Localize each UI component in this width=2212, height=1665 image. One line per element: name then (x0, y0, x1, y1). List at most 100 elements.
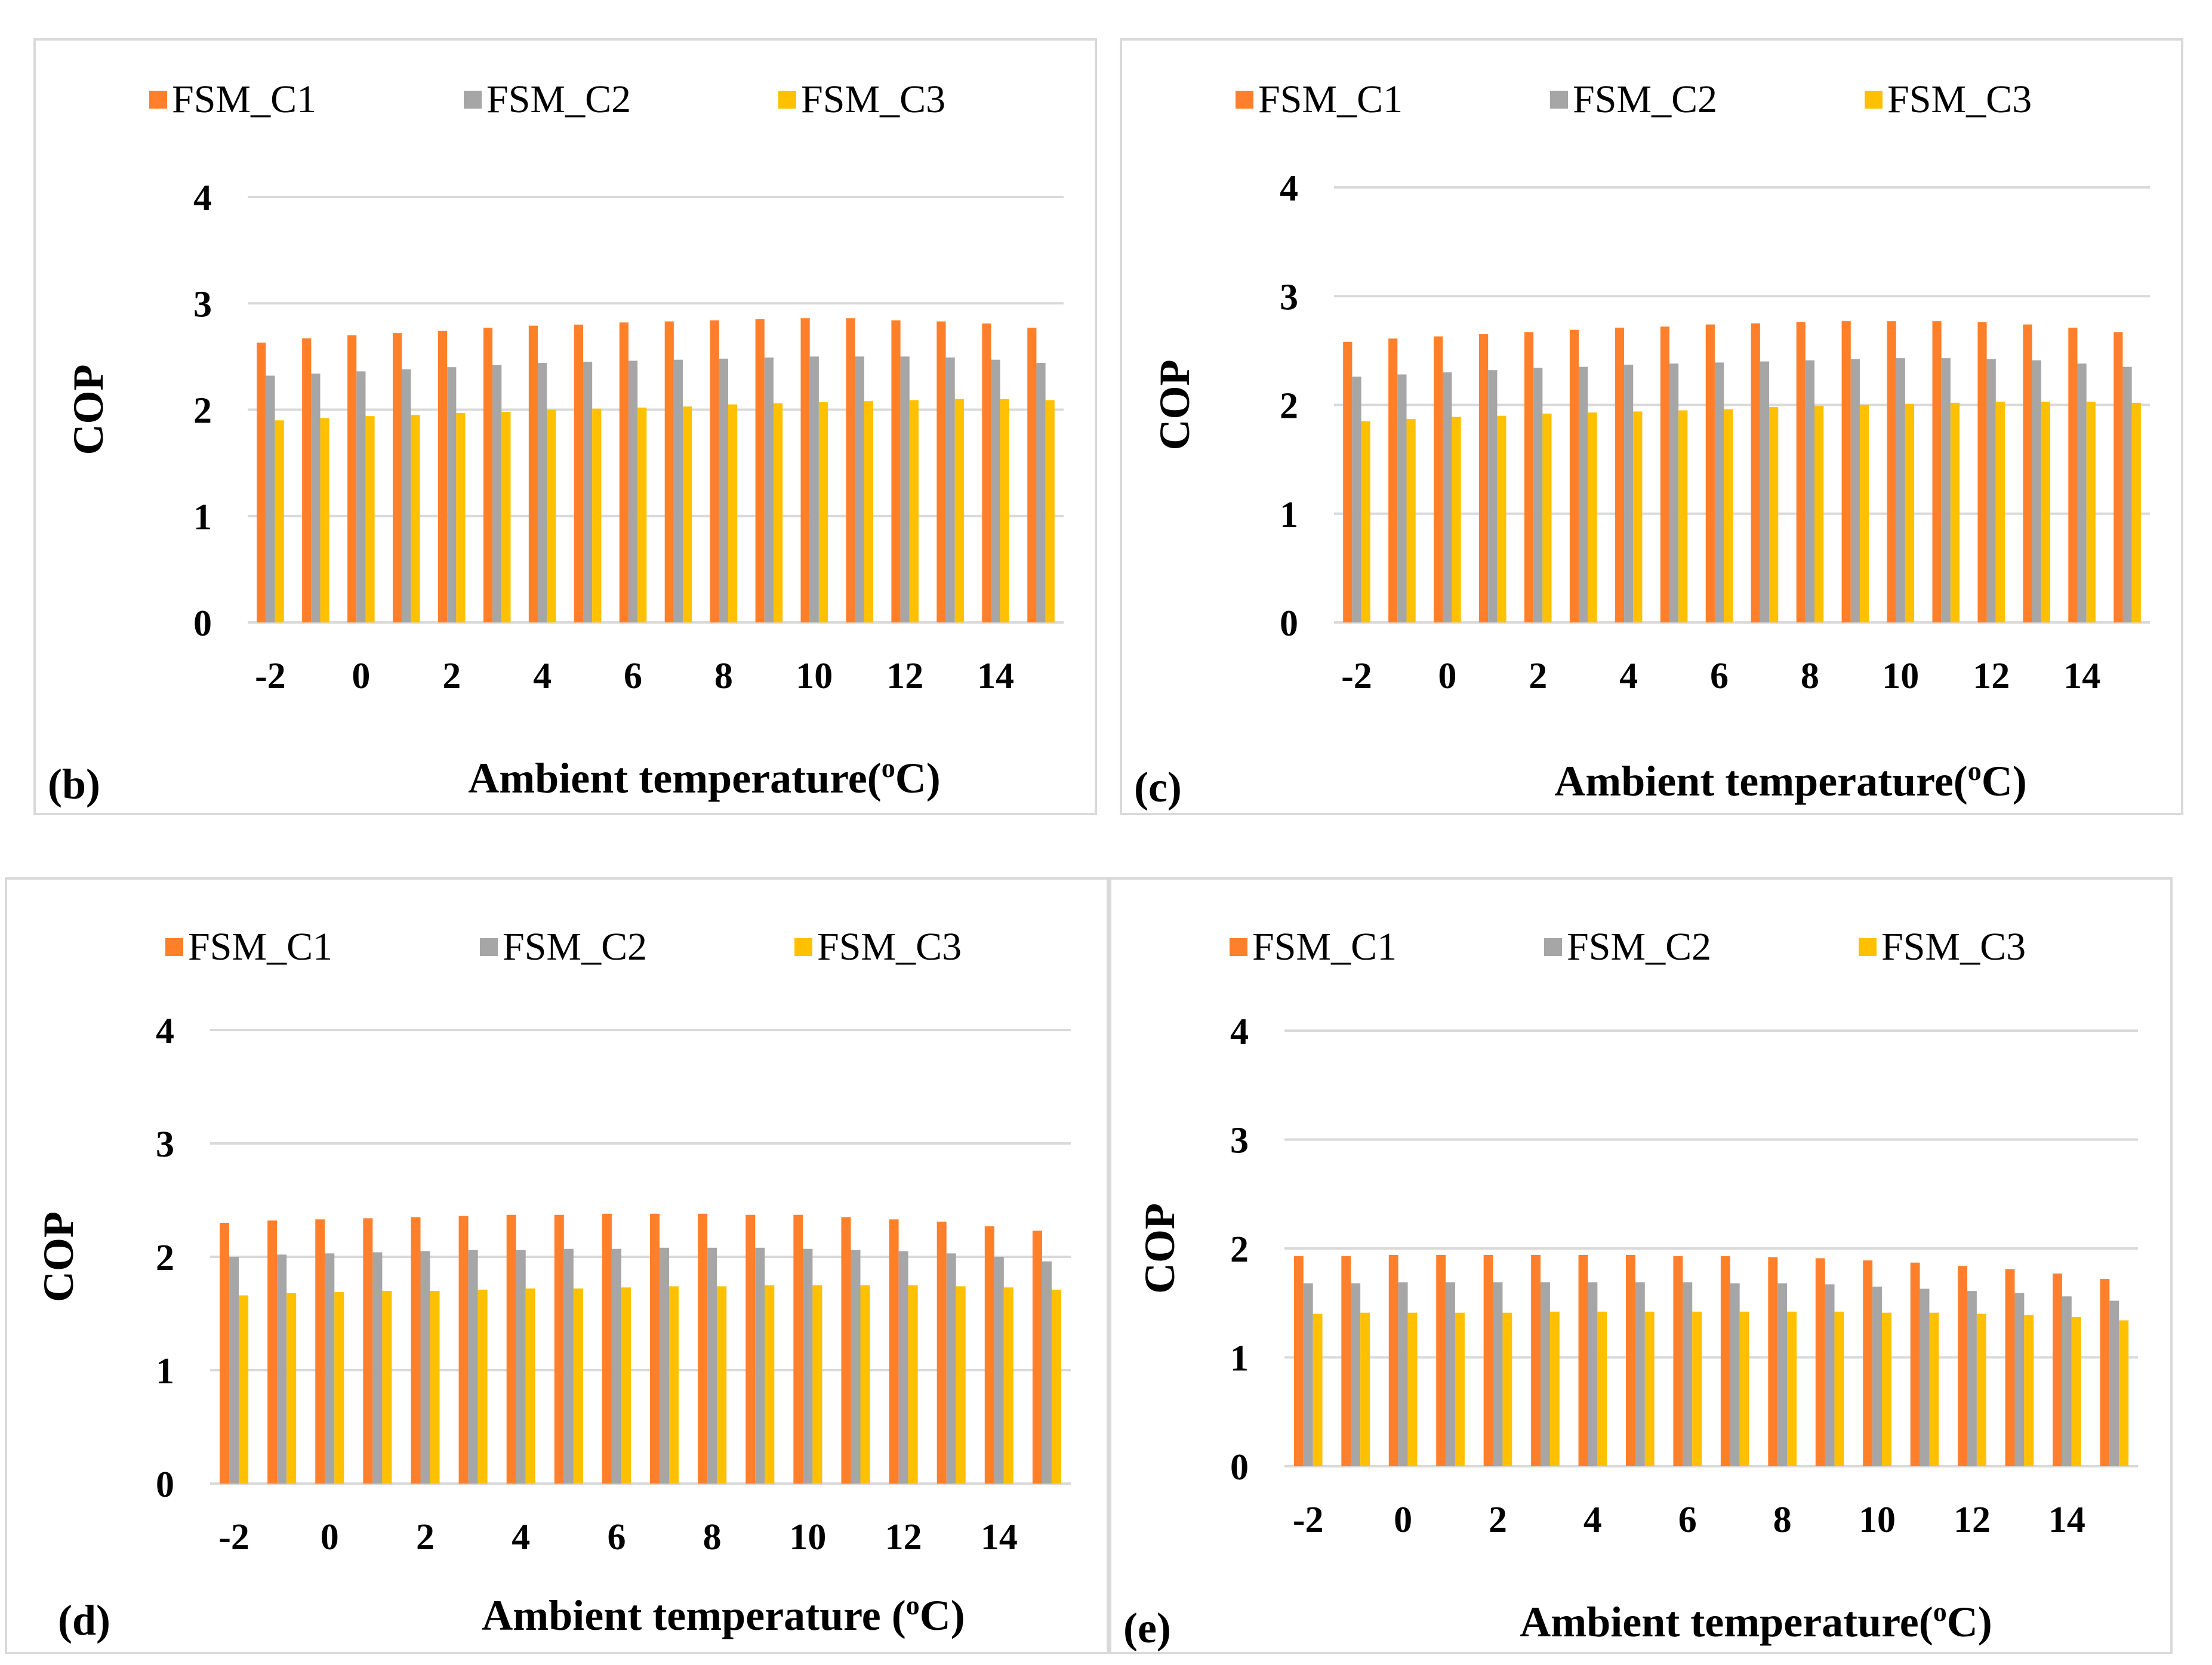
legend-label: FSM_C1 (1252, 925, 1397, 969)
bar-fsm-c2 (1351, 1283, 1361, 1466)
bar-fsm-c1 (2053, 1273, 2062, 1466)
bar-fsm-c3 (1542, 414, 1552, 622)
x-axis-title-superscript: o (1968, 756, 1982, 786)
bar-fsm-c3 (2041, 402, 2050, 622)
bar-fsm-c3 (1976, 1314, 1986, 1466)
bar-fsm-c3 (2071, 1316, 2081, 1466)
bar-fsm-c2 (1850, 359, 1860, 622)
bar-fsm-c2 (898, 1251, 908, 1484)
bar-fsm-c3 (2086, 402, 2096, 622)
x-tick-label: 0 (352, 656, 370, 696)
y-tick-label: 0 (1230, 1447, 1249, 1488)
bar-fsm-c3 (1950, 402, 1960, 622)
x-axis-title-text: Ambient temperature ( (482, 1592, 905, 1639)
bar-fsm-c2 (900, 356, 910, 622)
bar-fsm-c2 (1541, 1282, 1550, 1466)
bar-fsm-c2 (1872, 1286, 1882, 1466)
bar-fsm-c1 (1578, 1254, 1588, 1466)
bar-fsm-c3 (1724, 409, 1733, 622)
bar-fsm-c2 (1714, 362, 1724, 622)
bar-fsm-c1 (664, 321, 674, 622)
bar-fsm-c3 (1905, 403, 1915, 622)
x-axis-title: Ambient temperature(oC) (1554, 756, 2026, 805)
x-tick-label: 12 (1973, 656, 2010, 696)
x-axis-title-unit: C) (920, 1592, 965, 1639)
y-tick-label: 2 (156, 1238, 174, 1278)
bar-fsm-c2 (1760, 361, 1770, 622)
bar-fsm-c3 (1633, 411, 1643, 622)
bar-fsm-c2 (2014, 1293, 2025, 1466)
bar-fsm-c3 (956, 1286, 966, 1484)
bar-fsm-c2 (447, 367, 457, 622)
bar-fsm-c3 (456, 412, 466, 622)
bar-fsm-c3 (1882, 1312, 1891, 1466)
bar-fsm-c1 (483, 328, 493, 622)
bar-fsm-c3 (1502, 1312, 1512, 1466)
bar-fsm-c1 (1977, 322, 1987, 622)
legend-label: FSM_C3 (1887, 78, 2032, 121)
x-tick-label: 14 (981, 1517, 1018, 1558)
bar-fsm-c3 (1692, 1311, 1702, 1466)
bar-fsm-c3 (683, 406, 692, 622)
bar-fsm-c1 (302, 338, 312, 622)
bar-fsm-c3 (1407, 1312, 1418, 1466)
bar-fsm-c3 (334, 1291, 344, 1484)
bar-fsm-c1 (1388, 338, 1398, 622)
bar-fsm-c2 (583, 362, 593, 622)
bar-fsm-c2 (311, 373, 321, 622)
bar-fsm-c2 (516, 1250, 526, 1484)
y-tick-label: 2 (1230, 1229, 1249, 1270)
bar-fsm-c3 (669, 1286, 679, 1484)
bar-fsm-c2 (1579, 366, 1588, 622)
bar-fsm-c2 (991, 359, 1000, 622)
panel-label: (b) (48, 760, 100, 808)
y-tick-label: 4 (1230, 1012, 1249, 1052)
bar-fsm-c1 (1887, 321, 1896, 622)
bar-fsm-c1 (411, 1217, 421, 1484)
bar-fsm-c1 (2100, 1279, 2110, 1466)
bar-fsm-c3 (430, 1291, 440, 1484)
legend-swatch (480, 938, 498, 956)
bar-fsm-c3 (1313, 1314, 1323, 1466)
bar-fsm-c2 (994, 1257, 1004, 1484)
legend-label: FSM_C3 (817, 925, 962, 969)
legend-swatch (778, 91, 796, 109)
bar-fsm-c3 (2119, 1320, 2129, 1466)
bar-fsm-c2 (1588, 1282, 1598, 1466)
bar-fsm-c2 (673, 359, 683, 622)
bar-fsm-c2 (2032, 360, 2041, 622)
x-axis-title-superscript: o (906, 1590, 920, 1620)
chart-panel-c: 0 1 2 3 4 -2 0 2 4 6 8 10 12 14 COP Ambient temperature… (1120, 38, 2183, 815)
bar-fsm-c1 (800, 318, 810, 622)
bar-fsm-c1 (1341, 1256, 1351, 1466)
bar-fsm-c1 (1479, 334, 1489, 622)
legend-swatch (464, 91, 482, 109)
bar-fsm-c2 (1635, 1282, 1645, 1466)
bar-fsm-c3 (909, 400, 919, 622)
bar-fsm-c3 (812, 1285, 822, 1484)
bar-fsm-c3 (592, 408, 602, 622)
bar-fsm-c3 (365, 416, 375, 622)
y-axis-title: COP (1136, 1203, 1184, 1294)
x-tick-label: 14 (2063, 656, 2100, 696)
x-tick-label: 12 (886, 656, 923, 696)
x-tick-label: 8 (714, 656, 733, 696)
bar-fsm-c2 (1303, 1283, 1313, 1466)
bar-fsm-c3 (1834, 1311, 1844, 1466)
x-axis-title: Ambient temperature (oC) (482, 1590, 965, 1639)
y-axis-title: COP (35, 1211, 82, 1302)
bar-fsm-c3 (1588, 412, 1597, 622)
bar-fsm-c1 (257, 343, 266, 622)
chart-panel-e: 0 1 2 3 4 -2 0 2 4 6 8 10 12 14 COP Ambient temperature… (1109, 877, 2173, 1654)
bar-fsm-c1 (846, 318, 855, 622)
bar-fsm-c1 (891, 320, 901, 622)
bar-fsm-c3 (621, 1287, 631, 1484)
bar-fsm-c2 (719, 358, 729, 622)
y-tick-label: 4 (1280, 168, 1298, 209)
bar-fsm-c2 (1941, 358, 1951, 622)
bar-fsm-c1 (528, 325, 538, 622)
bar-fsm-c2 (1920, 1288, 1930, 1466)
bar-fsm-c2 (277, 1254, 287, 1484)
legend-swatch (1859, 938, 1877, 956)
